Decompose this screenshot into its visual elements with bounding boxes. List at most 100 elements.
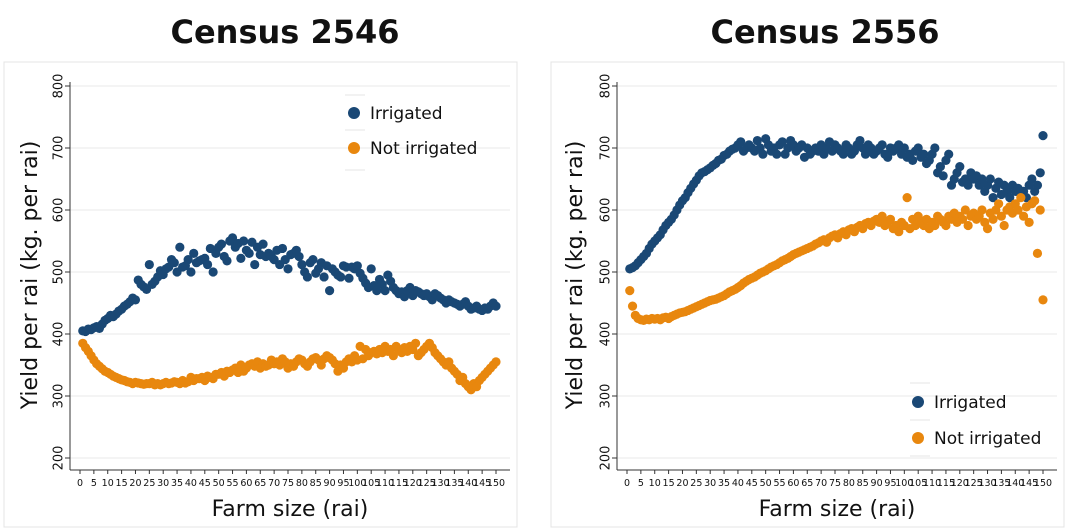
data-point-irrigated <box>736 137 746 147</box>
data-point-irrigated <box>883 152 893 162</box>
data-point-irrigated <box>236 253 246 263</box>
y-axis-label: Yield per rai (kg. per rai) <box>18 141 43 411</box>
data-point-irrigated <box>977 174 987 184</box>
x-tick-label: 75 <box>282 478 294 489</box>
legend: Irrigated Not irrigated <box>910 382 1041 457</box>
data-point-irrigated <box>208 267 218 277</box>
x-tick-label: 15 <box>116 478 128 489</box>
data-point-irrigated <box>752 135 762 146</box>
data-point-not-irrigated <box>627 301 638 311</box>
data-point-irrigated <box>491 301 501 311</box>
data-point-not-irrigated <box>877 211 887 221</box>
data-point-not-irrigated <box>982 224 993 234</box>
data-point-irrigated <box>258 239 268 249</box>
data-point-irrigated <box>877 140 887 150</box>
y-ticks: 200 300 400 500 600 700 800 <box>52 74 70 471</box>
x-tick-label: 55 <box>773 478 785 489</box>
data-point-irrigated <box>913 143 923 153</box>
x-tick-label: 10 <box>649 478 661 489</box>
y-tick-label: 200 <box>52 446 67 471</box>
x-tick-label: 30 <box>704 478 716 489</box>
x-tick-label: 120 <box>404 478 422 489</box>
data-point-not-irrigated <box>625 286 635 296</box>
y-tick-label: 600 <box>52 198 67 223</box>
x-tick-label: 10 <box>102 478 114 489</box>
data-point-irrigated <box>919 149 929 159</box>
x-tick-label: 45 <box>199 478 211 489</box>
data-point-irrigated <box>294 251 304 262</box>
x-tick-label: 80 <box>296 478 308 489</box>
x-tick-label: 105 <box>909 478 927 489</box>
data-point-not-irrigated <box>1035 205 1045 215</box>
y-ticks: 200 300 400 500 600 700 800 <box>599 74 617 470</box>
data-point-not-irrigated <box>977 205 987 215</box>
data-point-irrigated <box>930 143 940 153</box>
data-point-irrigated <box>777 137 787 147</box>
data-point-not-irrigated <box>960 205 970 215</box>
data-point-irrigated <box>250 259 260 270</box>
data-point-irrigated <box>325 286 335 296</box>
x-tick-label: 20 <box>129 478 141 489</box>
x-tick-label: 100 <box>895 478 913 489</box>
y-tick-label: 600 <box>599 198 614 223</box>
data-point-irrigated <box>308 255 318 265</box>
data-point-irrigated <box>277 243 288 254</box>
data-point-not-irrigated <box>999 220 1009 231</box>
data-point-not-irrigated <box>1016 193 1026 203</box>
x-tick-label: 115 <box>937 478 955 489</box>
data-point-irrigated <box>1038 131 1048 141</box>
data-point-irrigated <box>1032 180 1043 190</box>
y-tick-label: 700 <box>52 136 67 161</box>
x-tick-label: 150 <box>487 478 505 489</box>
data-point-irrigated <box>319 272 329 282</box>
data-point-irrigated <box>955 162 965 172</box>
x-tick-label: 60 <box>787 478 799 489</box>
x-tick-label: 90 <box>871 478 883 489</box>
x-tick-label: 25 <box>143 478 155 489</box>
data-point-irrigated <box>302 272 313 282</box>
data-point-not-irrigated <box>1038 295 1048 305</box>
data-point-irrigated <box>380 286 390 296</box>
data-point-irrigated <box>175 242 185 252</box>
x-tick-label: 140 <box>459 478 477 489</box>
y-tick-label: 500 <box>52 260 67 285</box>
data-point-irrigated <box>938 171 948 181</box>
data-point-irrigated <box>169 258 179 268</box>
data-point-irrigated <box>186 267 196 277</box>
data-point-not-irrigated <box>1013 205 1023 215</box>
x-tick-label: 40 <box>732 478 744 489</box>
data-point-not-irrigated <box>930 220 940 231</box>
legend-marker-irrigated <box>912 396 924 408</box>
data-point-irrigated <box>758 149 768 159</box>
x-tick-label: 65 <box>801 478 813 489</box>
x-tick-label: 100 <box>348 478 366 489</box>
data-point-irrigated <box>189 248 199 258</box>
data-point-irrigated <box>239 236 249 246</box>
data-point-not-irrigated <box>994 199 1004 209</box>
plot-frame <box>550 61 1065 528</box>
x-tick-label: 90 <box>324 478 336 489</box>
x-tick-label: 85 <box>310 478 322 489</box>
data-point-irrigated <box>216 239 227 249</box>
legend: Irrigated Not irrigated <box>345 94 477 171</box>
x-tick-label: 145 <box>1020 478 1038 489</box>
data-point-not-irrigated <box>885 214 896 224</box>
x-tick-label: 140 <box>1006 478 1024 489</box>
chart-title: Census 2546 <box>170 13 399 51</box>
data-point-irrigated <box>344 273 354 283</box>
data-point-not-irrigated <box>902 193 912 203</box>
legend-label-irrigated: Irrigated <box>934 393 1007 413</box>
x-tick-label: 50 <box>760 478 772 489</box>
data-point-not-irrigated <box>388 351 398 361</box>
x-ticks: 0 5 10 15 20 25 30 35 40 45 50 55 60 65 70 75 80 85 90 9510… <box>77 470 505 489</box>
x-axis-label: Farm size (rai) <box>759 497 916 522</box>
x-tick-label: 5 <box>638 478 644 489</box>
data-point-irrigated <box>372 286 382 296</box>
data-point-irrigated <box>860 149 871 159</box>
data-point-irrigated <box>935 162 945 172</box>
data-point-irrigated <box>963 180 973 190</box>
y-axis-label: Yield per rai (kg. per rai) <box>563 141 588 411</box>
x-tick-label: 135 <box>992 478 1010 489</box>
data-point-irrigated <box>838 149 848 159</box>
legend-marker-irrigated <box>348 107 360 119</box>
